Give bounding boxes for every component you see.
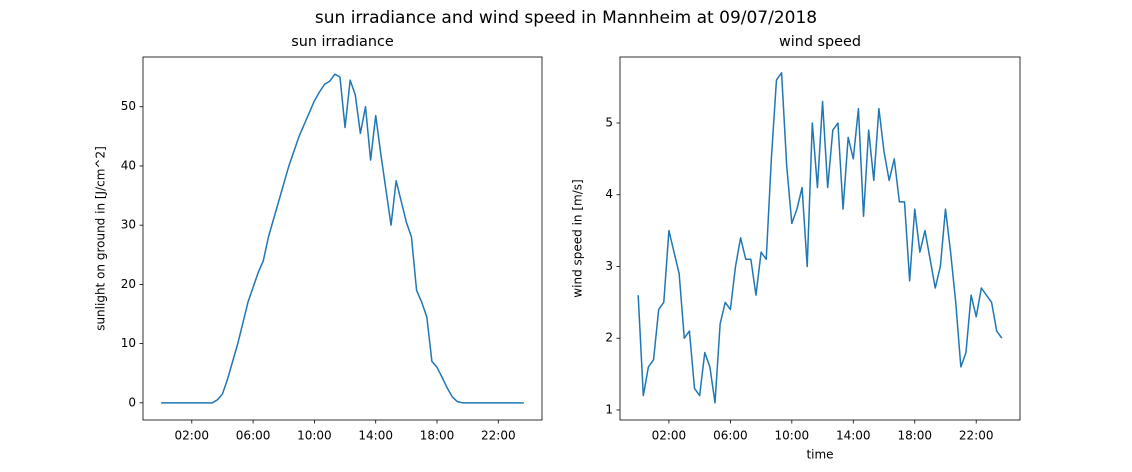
y-axis-label: sunlight on ground in [J/cm^2] [94, 146, 108, 331]
y-tick-label: 3 [605, 259, 613, 273]
x-tick-label: 14:00 [358, 429, 393, 443]
x-tick-label: 22:00 [959, 429, 994, 443]
y-tick-label: 40 [121, 158, 136, 172]
subplot-title: sun irradiance [291, 34, 394, 50]
y-tick-label: 5 [605, 116, 613, 130]
y-tick-label: 4 [605, 187, 613, 201]
x-axis-label: time [806, 448, 833, 462]
x-tick-label: 02:00 [652, 429, 687, 443]
x-tick-label: 06:00 [713, 429, 748, 443]
data-line [637, 72, 1003, 404]
x-tick-label: 18:00 [897, 429, 932, 443]
x-tick-label: 14:00 [836, 429, 871, 443]
y-tick-label: 2 [605, 331, 613, 345]
y-tick-label: 30 [121, 218, 136, 232]
x-tick-label: 10:00 [297, 429, 332, 443]
y-tick-label: 1 [605, 402, 613, 416]
axes-frame [142, 56, 543, 421]
x-tick-label: 06:00 [236, 429, 271, 443]
figure-title: sun irradiance and wind speed in Mannhei… [315, 8, 817, 28]
x-tick-label: 22:00 [481, 429, 516, 443]
data-line [161, 73, 524, 404]
x-tick-label: 02:00 [174, 429, 209, 443]
subplot-title: wind speed [779, 34, 861, 50]
y-tick-label: 0 [128, 395, 136, 409]
y-tick-label: 10 [121, 336, 136, 350]
axes-frame [619, 56, 1021, 421]
x-tick-label: 18:00 [420, 429, 455, 443]
x-tick-label: 10:00 [775, 429, 810, 443]
y-axis-label: wind speed in [m/s] [571, 179, 585, 297]
y-tick-label: 50 [121, 99, 136, 113]
y-tick-label: 20 [121, 277, 136, 291]
